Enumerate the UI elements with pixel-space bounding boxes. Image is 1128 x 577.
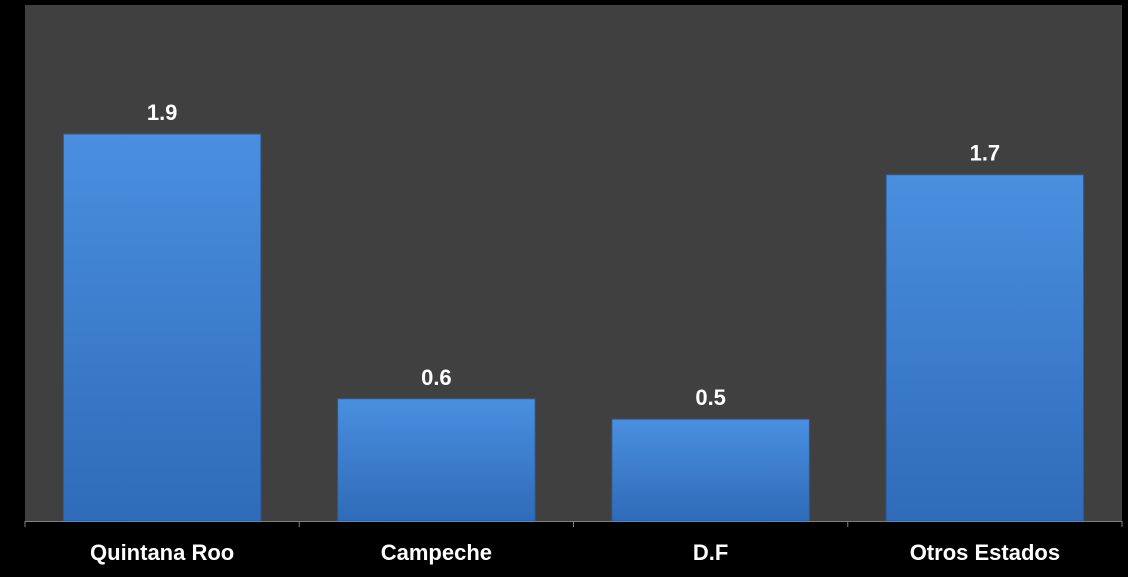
data-label: 0.6	[421, 365, 452, 390]
data-label: 0.5	[695, 385, 726, 410]
data-label: 1.7	[970, 141, 1001, 166]
category-label: D.F	[693, 540, 728, 565]
category-label: Otros Estados	[910, 540, 1060, 565]
category-label: Quintana Roo	[90, 540, 234, 565]
bar	[886, 175, 1083, 521]
data-label: 1.9	[147, 100, 178, 125]
bar	[63, 134, 260, 521]
category-label: Campeche	[381, 540, 492, 565]
category-labels-layer: Quintana Roo Campeche D.F Otros Estados	[90, 540, 1060, 565]
bar	[338, 399, 535, 521]
bar	[612, 419, 809, 521]
